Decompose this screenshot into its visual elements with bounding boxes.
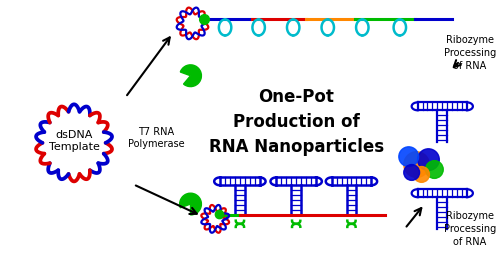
Circle shape xyxy=(404,165,419,180)
Circle shape xyxy=(426,161,444,178)
Text: Ribozyme
Processing
of RNA: Ribozyme Processing of RNA xyxy=(444,211,496,247)
Circle shape xyxy=(404,152,429,178)
Wedge shape xyxy=(180,193,202,215)
Text: dsDNA
Template: dsDNA Template xyxy=(48,130,100,152)
Text: T7 RNA
Polymerase: T7 RNA Polymerase xyxy=(128,127,184,149)
Text: Ribozyme
Processing
of RNA: Ribozyme Processing of RNA xyxy=(444,35,496,71)
Wedge shape xyxy=(180,65,202,87)
Text: One-Pot
Production of
RNA Nanoparticles: One-Pot Production of RNA Nanoparticles xyxy=(208,88,384,156)
Circle shape xyxy=(399,147,418,166)
Circle shape xyxy=(414,166,430,182)
Circle shape xyxy=(418,149,440,170)
